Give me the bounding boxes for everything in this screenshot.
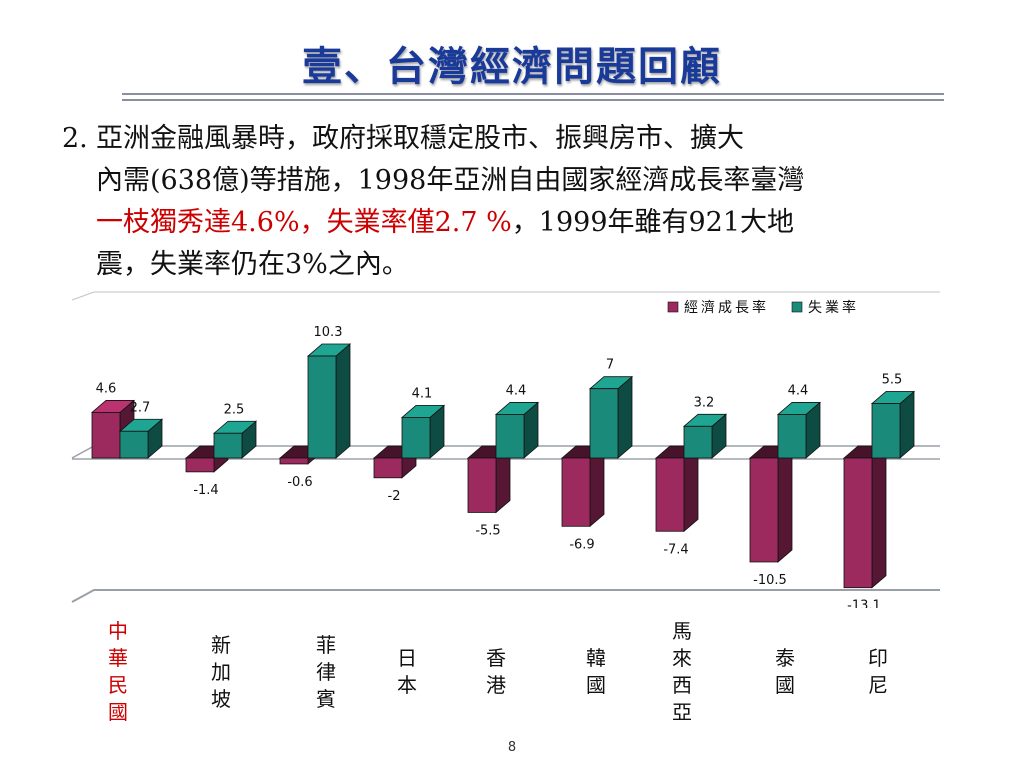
bar-chart: 4.6 2.7 -1.4 2.5 -0.6 10.3 -2 4.1 -5.5 4.4 -6.9 7 -7… [71, 291, 940, 608]
growth-data-label: 4.6 [96, 381, 117, 396]
page-number: 8 [507, 740, 517, 755]
category-label: 印尼 [868, 646, 888, 697]
category-label: 新加坡 [211, 632, 231, 711]
growth-bar [655, 457, 685, 532]
paragraph-line-3: 一枝獨秀達4.6%，失業率僅2.7 %，1999年雖有921大地 [62, 202, 962, 244]
unemployment-bar [401, 417, 431, 459]
category-label: 泰國 [775, 646, 795, 697]
growth-data-label: -6.9 [569, 537, 594, 552]
unemployment-data-label: 2.7 [130, 400, 151, 415]
growth-data-label: -13.1 [847, 599, 881, 608]
unemployment-bar [589, 388, 619, 459]
unemployment-data-label: 4.4 [506, 383, 527, 398]
chart-top-edge [71, 291, 940, 301]
growth-data-label: -10.5 [753, 573, 787, 588]
bar-side-unemployment [335, 343, 351, 459]
legend-label-unemployment: 失業率 [808, 299, 859, 316]
unemployment-data-label: 4.1 [412, 386, 433, 401]
unemployment-data-label: 4.4 [788, 383, 809, 398]
unemployment-data-label: 3.2 [694, 395, 715, 410]
unemployment-data-label: 7 [606, 358, 614, 373]
title-rule-bottom [122, 99, 944, 101]
highlight-text: 一枝獨秀達4.6%，失業率僅2.7 % [96, 207, 512, 238]
bar-side-unemployment [617, 375, 633, 459]
growth-bar [843, 457, 873, 589]
growth-data-label: -1.4 [193, 483, 218, 498]
paragraph-number: 2. [62, 123, 88, 154]
unemployment-data-label: 5.5 [882, 373, 903, 388]
paragraph-line-4: 震，失業率仍在3%之內。 [96, 249, 409, 280]
category-label: 香港 [486, 646, 506, 697]
category-label: 韓國 [586, 646, 606, 697]
bar-side-growth [871, 445, 887, 589]
unemployment-bar [871, 403, 901, 459]
legend-swatch-growth [667, 301, 679, 313]
legend-swatch-unemployment [791, 301, 803, 313]
growth-data-label: -2 [388, 489, 401, 504]
chart-bottom-edge [71, 589, 940, 603]
growth-data-label: -7.4 [663, 542, 688, 557]
growth-bar [185, 457, 215, 473]
growth-bar [561, 457, 591, 527]
category-label: 日本 [397, 646, 417, 697]
unemployment-bar [213, 432, 243, 459]
paragraph-line-1: 亞洲金融風暴時，政府採取穩定股市、振興房市、擴大 [96, 123, 744, 154]
slide-title: 壹、台灣經濟問題回顧 [302, 43, 722, 90]
growth-data-label: -5.5 [475, 523, 500, 538]
growth-bar [749, 457, 779, 563]
paragraph-line-2: 內需(638億)等措施，1998年亞洲自由國家經濟成長率臺灣 [96, 165, 805, 196]
growth-bar [467, 457, 497, 513]
growth-bar [91, 412, 121, 459]
unemployment-bar [683, 425, 713, 459]
growth-bar [279, 457, 309, 465]
legend-label-growth: 經濟成長率 [684, 299, 769, 316]
bar-side-growth [777, 445, 793, 563]
bar-side-growth [683, 445, 699, 533]
category-label: 菲律賓 [316, 632, 336, 711]
unemployment-bar [307, 355, 337, 459]
body-paragraph: 2. 亞洲金融風暴時，政府採取穩定股市、振興房市、擴大 內需(638億)等措施，1… [62, 118, 962, 286]
unemployment-data-label: 10.3 [314, 325, 343, 340]
unemployment-bar [495, 414, 525, 459]
category-label: 馬來西亞 [672, 619, 692, 724]
title-rule-top [122, 93, 944, 95]
category-label: 中華民國 [108, 619, 128, 724]
unemployment-bar [777, 414, 807, 459]
unemployment-data-label: 2.5 [224, 402, 245, 417]
growth-bar [373, 457, 403, 479]
growth-data-label: -0.6 [287, 475, 312, 490]
unemployment-bar [119, 430, 149, 459]
paragraph-line-3-rest: ，1999年雖有921大地 [511, 207, 795, 238]
